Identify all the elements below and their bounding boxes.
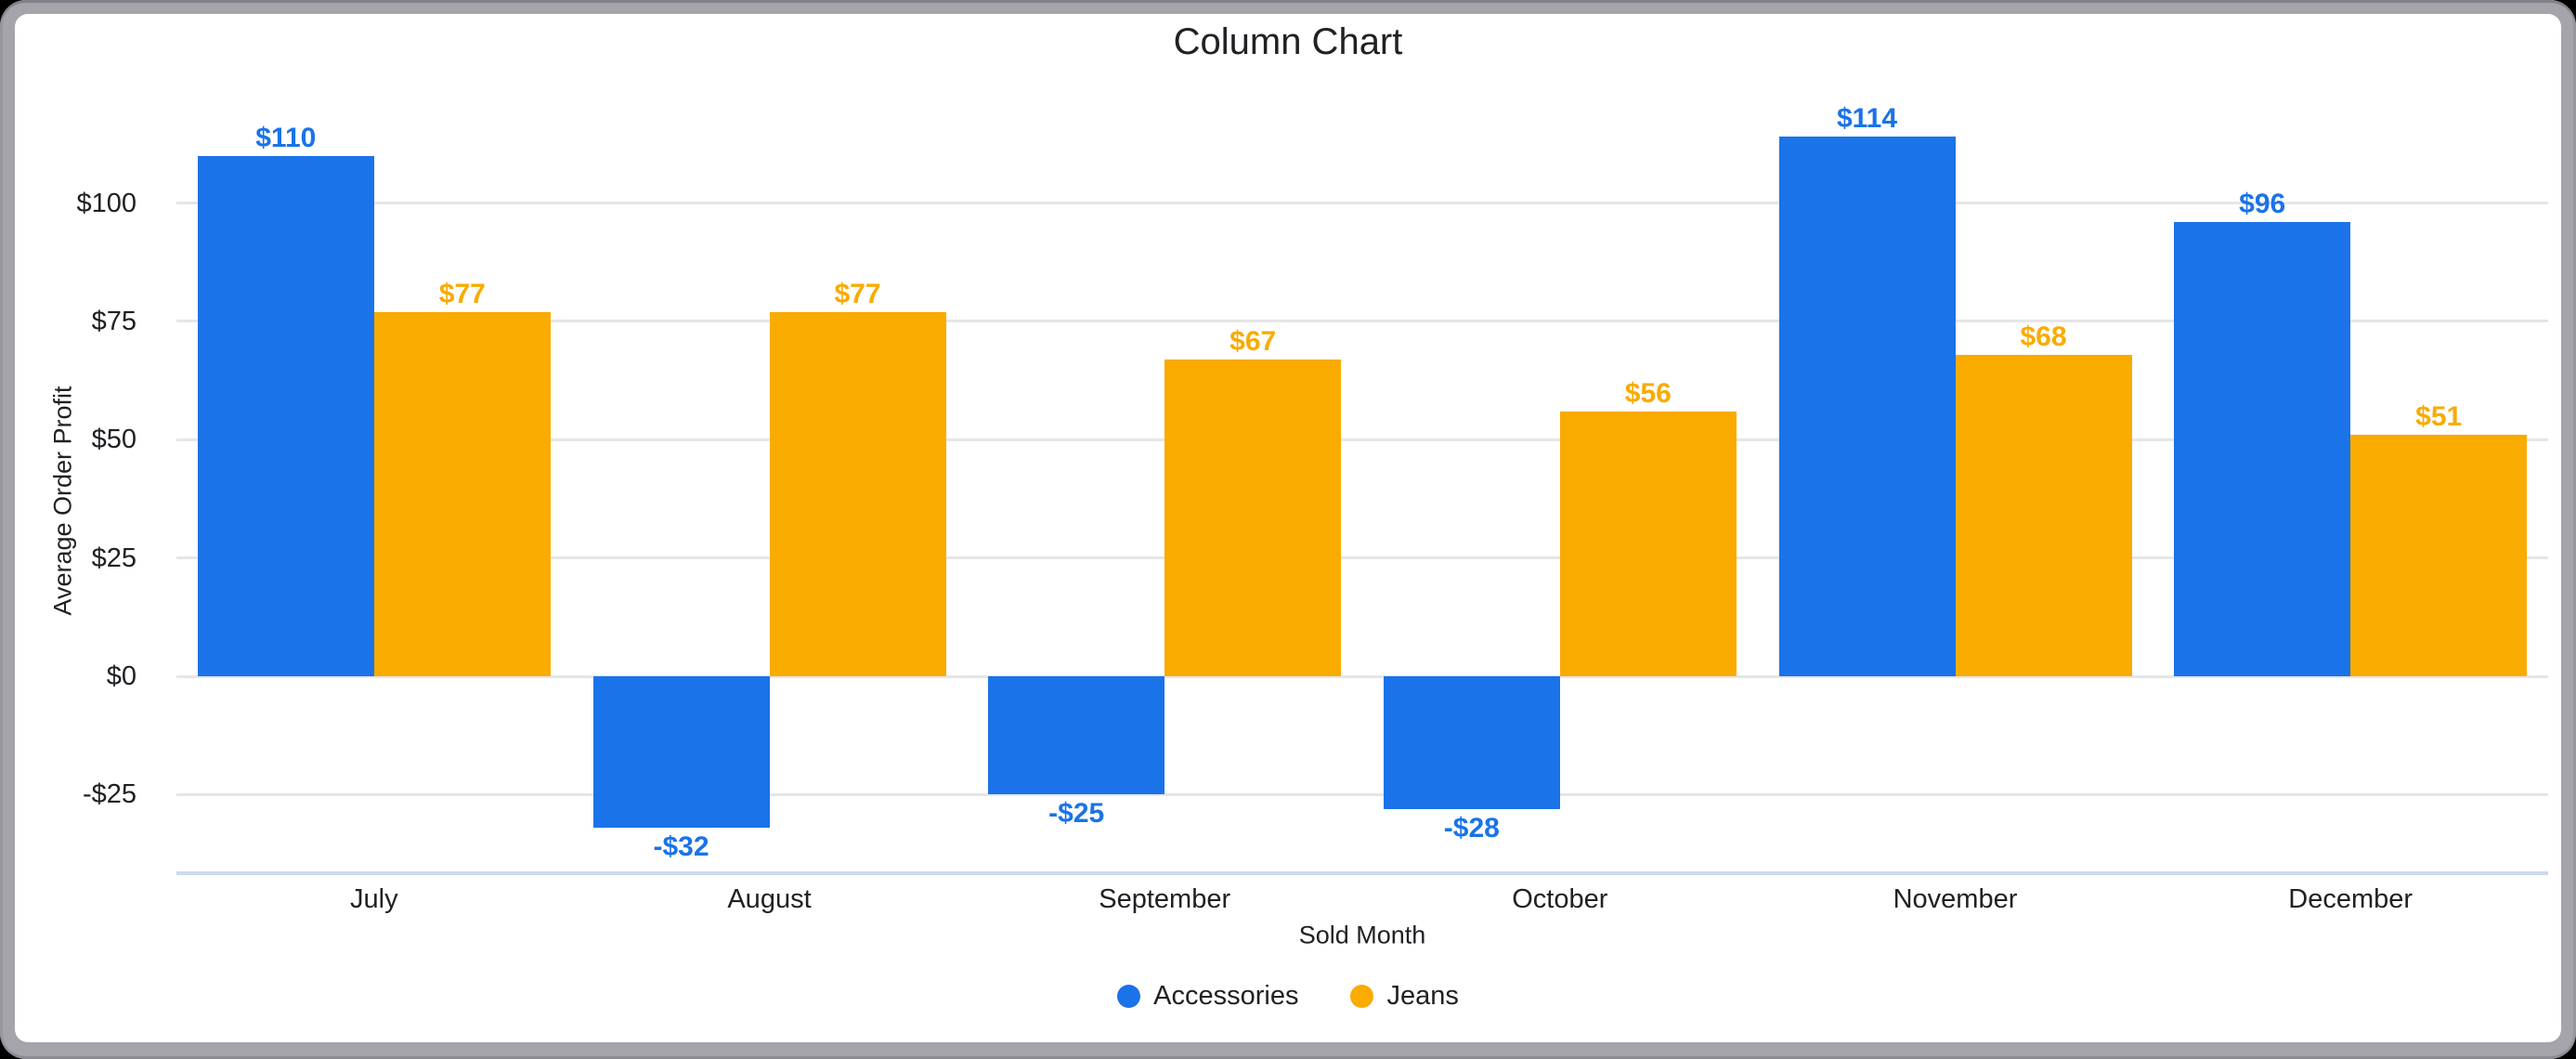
y-tick-label--25: $25 (91, 543, 137, 573)
bar-jeans-november[interactable] (1955, 354, 2132, 677)
x-axis-line (176, 871, 2548, 875)
bar-jeans-october[interactable] (1559, 411, 1737, 676)
bar-value-label-jeans-july: $77 (438, 278, 486, 309)
y-tick-label--0: $0 (106, 661, 137, 691)
y-tick-label--75: $75 (91, 306, 137, 336)
bar-jeans-august[interactable] (769, 311, 946, 676)
bar-accessories-october[interactable] (1383, 676, 1560, 809)
gridline--0 (176, 674, 2548, 678)
bar-value-label-jeans-december: $51 (2415, 401, 2463, 433)
bar-value-label-jeans-october: $56 (1624, 377, 1672, 409)
category-label-august: August (727, 884, 812, 914)
legend-label-accessories: Accessories (1153, 981, 1299, 1011)
bar-value-label-accessories-november: $114 (1836, 103, 1898, 135)
bar-value-label-accessories-october: -$28 (1443, 812, 1500, 843)
legend-swatch-jeans (1350, 985, 1374, 1008)
category-label-october: October (1512, 884, 1608, 914)
bar-accessories-december[interactable] (2174, 221, 2351, 676)
bar-value-label-jeans-september: $67 (1229, 325, 1277, 357)
gridline--25 (176, 792, 2548, 796)
bar-value-label-jeans-november: $68 (2020, 320, 2067, 352)
gridline--100 (176, 202, 2548, 204)
bar-value-label-accessories-september: -$25 (1048, 798, 1105, 830)
category-label-december: December (2288, 884, 2413, 914)
gridline--50 (176, 438, 2548, 441)
gridline--75 (176, 320, 2548, 323)
category-label-november: November (1893, 884, 2018, 914)
bar-accessories-august[interactable] (592, 676, 770, 828)
category-label-september: September (1099, 884, 1231, 914)
gridline--25 (176, 556, 2548, 560)
y-tick-label--100: $100 (76, 188, 137, 218)
y-tick-label--50: $50 (91, 425, 137, 455)
bar-accessories-september[interactable] (988, 676, 1165, 795)
bar-jeans-september[interactable] (1164, 359, 1342, 677)
bar-accessories-november[interactable] (1778, 137, 1956, 677)
bar-value-label-accessories-december: $96 (2239, 188, 2286, 219)
legend-item-accessories[interactable]: Accessories (1117, 981, 1298, 1012)
bar-jeans-december[interactable] (2350, 435, 2528, 677)
x-axis-title: Sold Month (1298, 921, 1426, 949)
bar-value-label-accessories-august: -$32 (653, 831, 709, 863)
legend: Accessories Jeans (0, 981, 2576, 1012)
bar-value-label-accessories-july: $110 (255, 122, 317, 153)
legend-item-jeans[interactable]: Jeans (1350, 981, 1459, 1012)
bar-accessories-july[interactable] (197, 155, 374, 677)
chart-title: Column Chart (1173, 21, 1403, 62)
y-tick-label--25: -$25 (82, 779, 137, 810)
y-axis-title: Average Order Profit (48, 386, 77, 616)
category-label-july: July (350, 884, 398, 914)
bar-value-label-jeans-august: $77 (834, 278, 881, 309)
bar-jeans-july[interactable] (373, 311, 551, 676)
legend-swatch-accessories (1117, 985, 1141, 1008)
legend-label-jeans: Jeans (1386, 981, 1459, 1011)
